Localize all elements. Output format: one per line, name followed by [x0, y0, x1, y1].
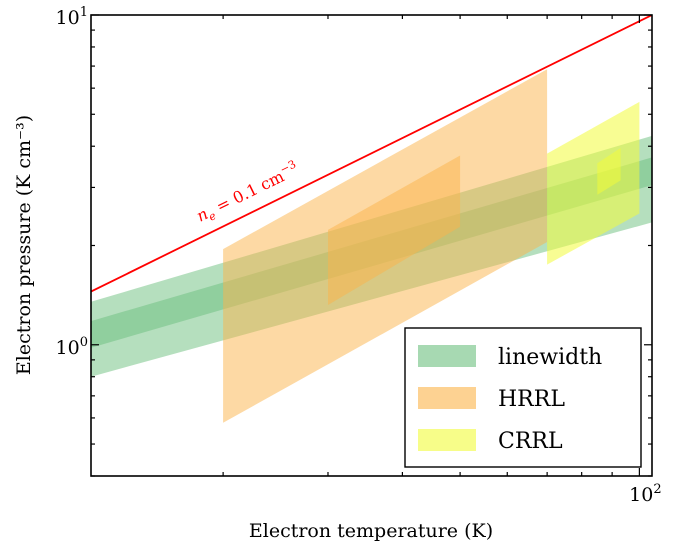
legend-swatch-hrrl: [418, 387, 476, 409]
data-bands: [91, 69, 652, 423]
x-axis-label: Electron temperature (K): [249, 520, 493, 542]
legend-label-crrl: CRRL: [498, 429, 563, 454]
legend-label-hrrl: HRRL: [498, 387, 565, 412]
legend-swatch-linewidth: [418, 345, 476, 367]
reference-line-group: [91, 15, 652, 293]
legend-label-linewidth: linewidth: [498, 345, 602, 370]
y-tick-label: 101: [56, 5, 88, 29]
x-tick-label: 102: [629, 482, 661, 506]
legend: linewidth HRRL CRRL: [404, 327, 642, 468]
y-axis-label: Electron pressure (K cm⁻³): [13, 115, 35, 375]
hrrl-band-2: [328, 155, 461, 305]
reference-line: [91, 15, 652, 293]
plot-frame: [90, 14, 653, 477]
y-tick-label: 100: [56, 335, 88, 359]
legend-swatch-crrl: [418, 429, 476, 451]
tick-labels: 102 100 101: [56, 5, 662, 506]
crrl-band-2: [597, 148, 621, 195]
crrl-band-1: [547, 101, 640, 265]
